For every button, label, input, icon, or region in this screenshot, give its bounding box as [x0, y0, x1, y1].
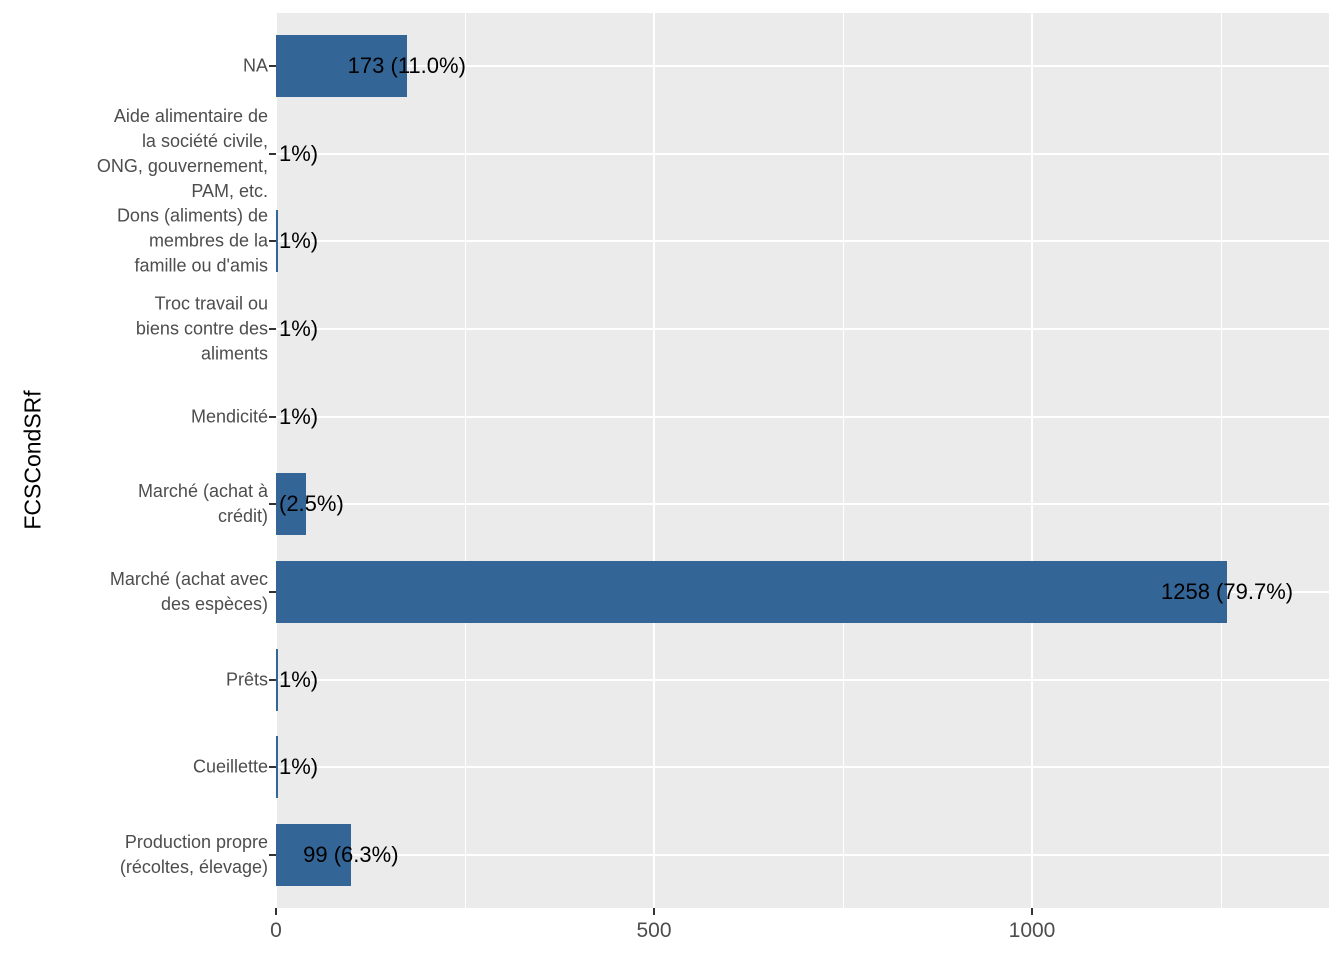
category-label: Mendicité — [190, 406, 268, 427]
bar — [276, 473, 307, 536]
category-label: NA — [242, 55, 268, 76]
y-tick-mark — [269, 152, 276, 155]
y-tick-mark — [269, 766, 276, 769]
bar-value-label: 1%) — [279, 666, 319, 692]
y-major-gridline — [276, 65, 1329, 67]
bar-value-label: 1%) — [279, 403, 319, 429]
x-minor-gridline — [464, 13, 466, 908]
x-major-gridline — [276, 13, 277, 908]
category-label: Aide alimentaire de la société civile, ONG… — [96, 105, 268, 201]
y-major-gridline — [276, 240, 1329, 243]
y-tick-mark — [269, 65, 276, 67]
category-label: Troc travail ou biens contre des aliments — [135, 293, 268, 364]
y-major-gridline — [276, 503, 1329, 506]
x-tick-label: 0 — [270, 919, 282, 942]
bar — [276, 736, 278, 799]
bar-value-label: 173 (11.0%) — [347, 53, 466, 78]
bar — [276, 824, 351, 887]
category-label: Marché (achat à crédit) — [137, 481, 268, 527]
bar — [276, 210, 278, 273]
x-tick-label: 1000 — [1008, 919, 1056, 942]
y-tick-mark — [269, 503, 276, 506]
y-tick-mark — [269, 415, 276, 418]
y-major-gridline — [276, 328, 1329, 330]
y-major-gridline — [276, 152, 1329, 155]
y-tick-mark — [269, 240, 276, 243]
plot-panel: 173 (11.0%) 1%) 1%) 1%) 1%) (2.5%) 1258 (79.7%… — [276, 13, 1329, 908]
x-tick-mark — [275, 908, 277, 915]
x-major-gridline — [653, 13, 655, 908]
x-tick-mark — [653, 908, 655, 915]
x-minor-gridline — [842, 13, 844, 908]
bar-value-label: 1258 (79.7%) — [1161, 579, 1294, 605]
category-label: Dons (aliments) de membres de la famille o… — [116, 205, 268, 276]
bar — [276, 648, 278, 711]
bar — [276, 561, 1228, 624]
y-tick-mark — [269, 854, 276, 857]
bar-value-label: 1%) — [279, 228, 319, 254]
y-major-gridline — [276, 766, 1329, 769]
y-tick-mark — [269, 328, 276, 330]
bar-value-label: (2.5%) — [279, 491, 344, 517]
bar-value-label: 99 (6.3%) — [303, 842, 399, 868]
bar-value-label: 1%) — [279, 316, 319, 341]
y-tick-mark — [269, 591, 276, 594]
bar-value-label: 1%) — [279, 140, 319, 166]
bar-value-label: 1%) — [279, 754, 319, 780]
category-label: Marché (achat avec des espèces) — [109, 569, 268, 615]
category-label: Prêts — [225, 669, 268, 690]
y-major-gridline — [276, 678, 1329, 681]
x-major-gridline — [1031, 13, 1033, 908]
category-label: Cueillette — [192, 756, 268, 777]
x-tick-label: 500 — [636, 919, 672, 942]
x-tick-mark — [1031, 908, 1033, 915]
x-minor-gridline — [1220, 13, 1222, 908]
y-major-gridline — [276, 415, 1329, 418]
y-major-gridline — [276, 854, 1329, 857]
bar — [276, 35, 407, 97]
category-label: Production propre (récoltes, élevage) — [119, 832, 268, 878]
y-tick-mark — [269, 678, 276, 681]
